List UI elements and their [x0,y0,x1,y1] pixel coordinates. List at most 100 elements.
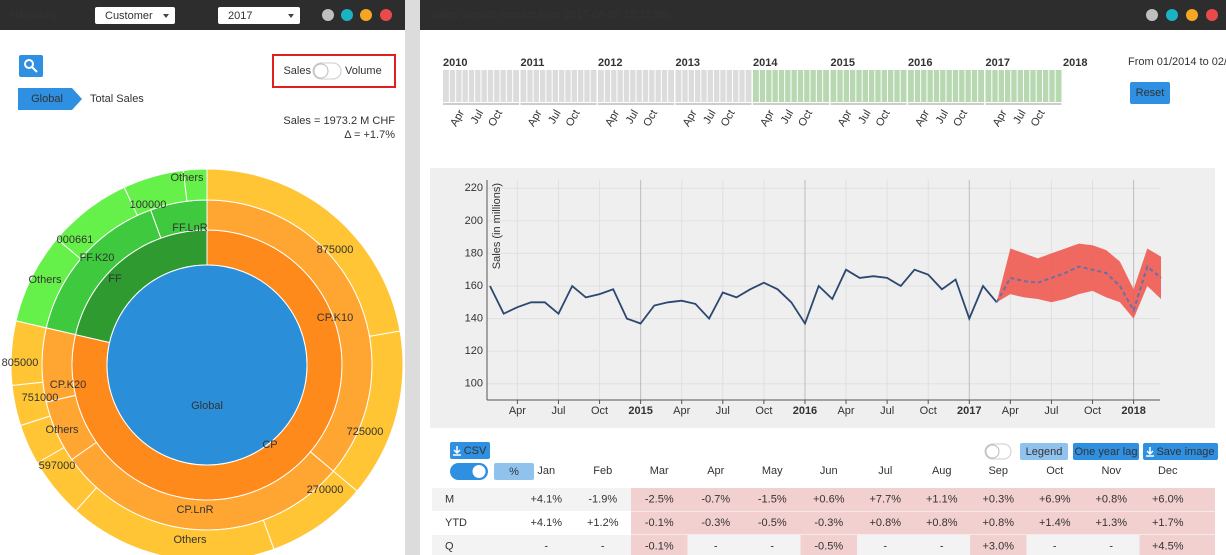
x-tick-label: 2015 [628,405,652,417]
timeline-year: 2014 [753,57,778,69]
cell-value: -0.5% [814,540,843,552]
window-button[interactable] [1206,9,1218,21]
table-cell [1139,535,1215,555]
sunburst-label: Others [28,274,62,286]
sunburst-label: 597000 [39,460,76,472]
sunburst-label: 270000 [307,484,344,496]
cell-value: +4.5% [1152,540,1184,552]
breadcrumb-step[interactable] [18,88,82,110]
column-header: Mar [650,465,669,477]
cell-value: +6.0% [1152,493,1184,505]
sunburst-label: FF [108,273,122,285]
left-header [0,0,405,30]
sunburst-label: 725000 [347,426,384,438]
dropdown-value: Customer [105,10,153,22]
window-button[interactable] [1146,9,1158,21]
column-header: Nov [1101,465,1121,477]
window-button[interactable] [360,9,372,21]
sunburst-label: CP [262,439,277,451]
y-tick-label: 180 [465,247,483,259]
y-tick-label: 160 [465,280,483,292]
sunburst-segment[interactable] [10,320,47,387]
cell-value: -0.7% [701,493,730,505]
window-button[interactable] [322,9,334,21]
cell-value: +0.8% [983,517,1015,529]
cell-value: -0.1% [645,517,674,529]
summary-line: Δ = +1.7% [344,129,395,141]
sunburst-label: 100000 [130,199,167,211]
button-label: One year lag [1075,446,1138,458]
toggle-knob [313,63,329,79]
cell-value: +1.7% [1152,517,1184,529]
cell-value: - [770,540,774,552]
download-icon [1146,447,1154,457]
sunburst-label: FF.K20 [80,252,115,264]
row-label: M [445,493,454,505]
cell-value: -2.5% [645,493,674,505]
cell-value: +1.1% [926,493,958,505]
reset-button[interactable] [1130,82,1170,104]
timeline-year: 2018 [1063,57,1087,69]
sales-line [489,268,998,326]
column-header: Apr [707,465,724,477]
cell-value: +1.2% [587,517,619,529]
button[interactable] [1073,443,1139,460]
button[interactable] [494,463,534,480]
breadcrumb-label: Total Sales [90,93,144,105]
sunburst-center[interactable] [106,264,308,466]
window-button[interactable] [1166,9,1178,21]
summary-line: Sales = 1973.2 M CHF [283,115,395,127]
highlight-box [272,54,396,88]
cell-value: +0.3% [983,493,1015,505]
sunburst-label: CP.LnR [176,504,213,516]
cell-value: -0.3% [701,517,730,529]
x-tick-label: Jul [716,405,730,417]
table-cell [1083,488,1140,511]
cell-value: +3.0% [983,540,1015,552]
download-icon [453,446,461,456]
window-button[interactable] [1186,9,1198,21]
button-label: Legend [1026,446,1063,458]
forecast-line [995,264,1162,313]
toggle-label: Volume [345,65,382,77]
cell-value: +1.4% [1039,517,1071,529]
x-tick-label: Oct [1084,405,1101,417]
cell-value: +0.6% [813,493,845,505]
sunburst-label: 805000 [2,357,39,369]
cell-value: +0.8% [926,517,958,529]
table-cell [913,511,970,535]
button[interactable] [1020,443,1068,460]
forecast-band [996,243,1161,319]
plot-background [430,168,1215,428]
cell-value: - [883,540,887,552]
x-tick-label: Oct [920,405,937,417]
cell-value: +7.7% [870,493,902,505]
cell-value: - [601,540,605,552]
table-cell [800,488,857,511]
table-cell [1139,511,1215,535]
sunburst-segment[interactable] [206,168,401,337]
cell-value: - [940,540,944,552]
sunburst-label: Others [173,534,207,546]
dropdown-caret [163,14,169,18]
cell-value: -0.1% [645,540,674,552]
sunburst-label: 875000 [317,244,354,256]
table-cell [687,488,744,511]
sunburst-label: Others [170,172,204,184]
button-label: CSV [464,445,487,457]
sunburst-label: FF.LnR [172,222,208,234]
cell-value: +0.8% [870,517,902,529]
table-cell [744,488,801,511]
x-tick-label: Jul [1044,405,1058,417]
table-cell [744,511,801,535]
x-tick-label: Apr [673,405,690,417]
cell-value: -0.3% [814,517,843,529]
dropdown[interactable] [95,7,175,24]
dropdown[interactable] [218,7,300,24]
search-button[interactable] [19,55,43,77]
x-tick-label: 2017 [957,405,981,417]
window-button[interactable] [341,9,353,21]
sunburst-label: Global [191,400,223,412]
button[interactable] [1143,443,1218,460]
window-button[interactable] [380,9,392,21]
